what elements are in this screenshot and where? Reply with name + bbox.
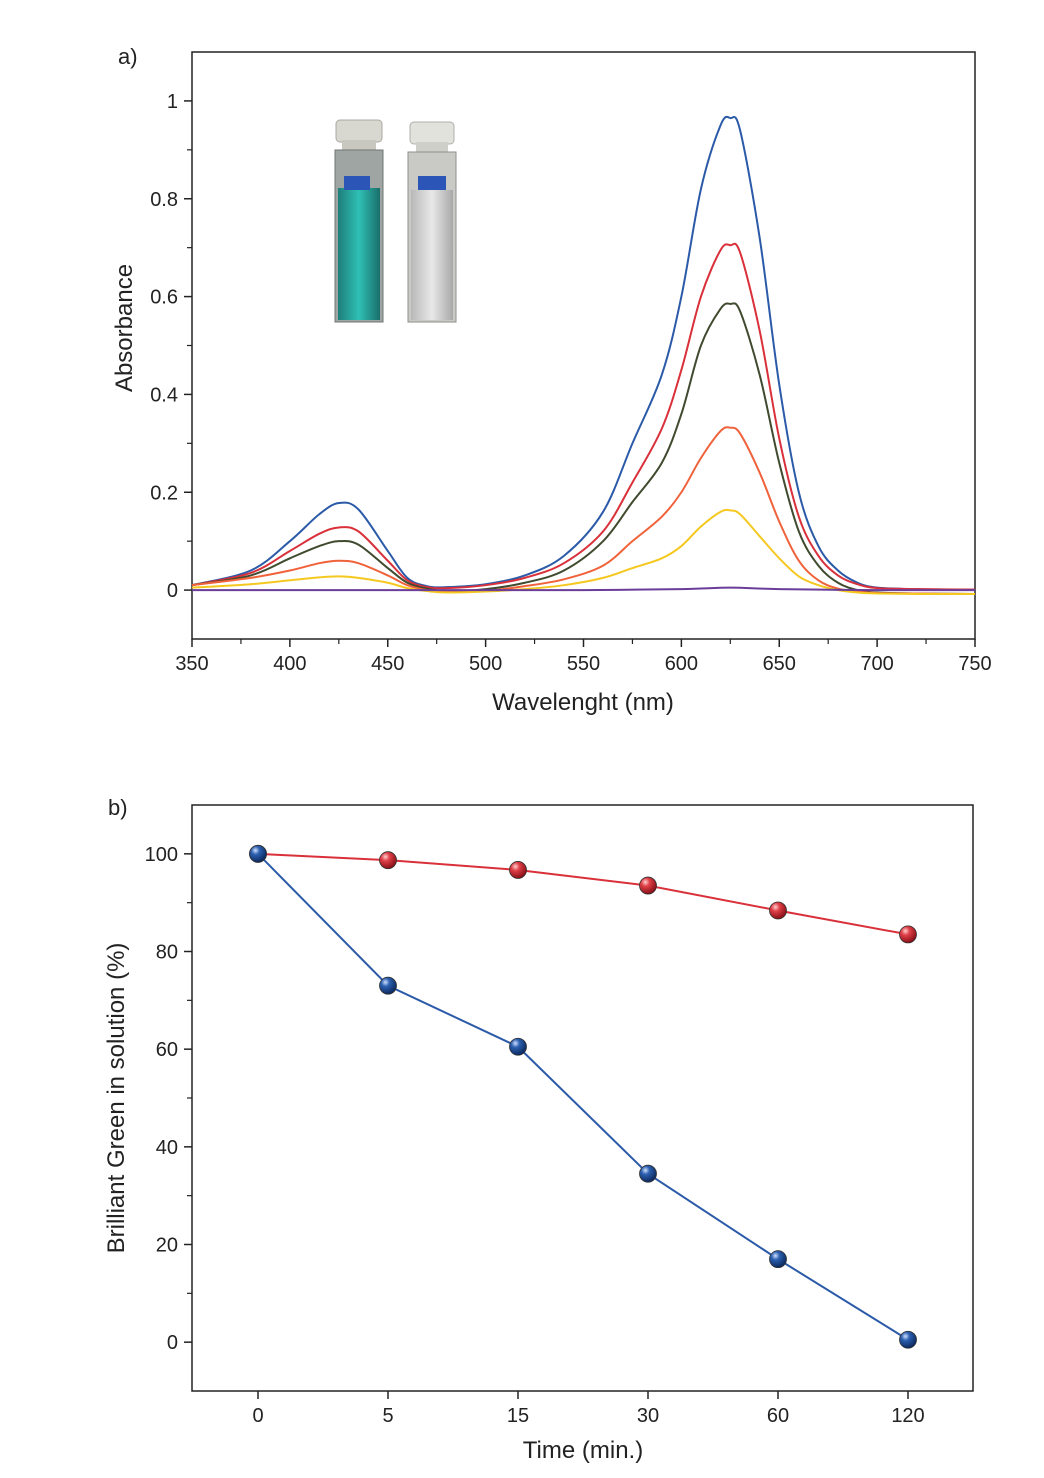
y-tick-label-b: 20 — [156, 1235, 178, 1257]
y-tick-label-a: 0.8 — [150, 189, 178, 211]
series-1-point — [769, 901, 787, 920]
series-line-1 — [257, 852, 909, 936]
y-tick-label-b: 60 — [156, 1039, 178, 1061]
panel-a-label: a) — [118, 44, 138, 69]
cuvette-photo — [334, 119, 457, 323]
x-tick-label-a: 600 — [665, 653, 698, 675]
series-2-point — [509, 1037, 527, 1056]
x-tick-label-b: 30 — [637, 1405, 659, 1427]
removal-series — [249, 844, 917, 1349]
spectrum-line-4 — [191, 426, 976, 595]
x-axis-title-a: Wavelenght (nm) — [492, 689, 674, 716]
series-1-point — [509, 861, 527, 879]
series-1-point — [899, 925, 917, 944]
spectrum-line-5 — [191, 508, 976, 596]
y-tick-label-a: 0.2 — [150, 482, 178, 504]
x-tick-label-a: 550 — [567, 653, 600, 675]
x-axis-title-b: Time (min.) — [523, 1437, 643, 1464]
y-tick-label-a: 0 — [167, 580, 178, 602]
spectrum-line-1 — [191, 115, 976, 591]
y-axis-title-b: Brilliant Green in solution (%) — [103, 943, 130, 1254]
x-tick-label-a: 350 — [175, 653, 208, 675]
y-tick-label-b: 100 — [145, 844, 178, 866]
spectrum-line-3 — [191, 302, 976, 595]
removal-panel: b) 0 5 15 30 60 120 0 20 40 60 80 100 Time (min.) B… — [103, 795, 974, 1464]
series-2-point — [379, 976, 397, 995]
spectrum-line-2 — [191, 242, 976, 591]
y-tick-label-a: 0.4 — [150, 384, 178, 406]
x-tick-label-b: 120 — [891, 1405, 924, 1427]
series-2-point — [899, 1330, 917, 1349]
y-tick-label-a: 1 — [167, 91, 178, 113]
x-tick-label-a: 750 — [958, 653, 991, 675]
spectrum-line-6 — [191, 586, 976, 592]
y-tick-label-a: 0.6 — [150, 287, 178, 309]
y-tick-label-b: 0 — [167, 1332, 178, 1354]
y-tick-label-b: 40 — [156, 1137, 178, 1159]
series-2-point — [639, 1164, 657, 1183]
series-2-point — [769, 1250, 787, 1269]
y-axis-title-a: Absorbance — [111, 264, 138, 392]
x-tick-label-b: 0 — [252, 1405, 263, 1427]
spectrum-curves — [191, 115, 976, 596]
axis-ticks-b: 0 5 15 30 60 120 0 20 40 60 80 100 — [145, 844, 925, 1427]
x-tick-label-a: 450 — [371, 653, 404, 675]
plot-frame-b — [191, 804, 974, 1392]
x-tick-label-a: 400 — [273, 653, 306, 675]
series-1-point — [639, 876, 657, 895]
series-1-point — [379, 851, 397, 870]
x-tick-label-b: 15 — [507, 1405, 529, 1427]
axis-ticks-a: 350 400 450 500 550 600 650 700 750 0 0.2 0.4 0.6 0.8… — [150, 91, 992, 675]
x-tick-label-a: 700 — [860, 653, 893, 675]
x-tick-label-b: 60 — [767, 1405, 789, 1427]
series-line-2 — [257, 853, 909, 1341]
x-tick-label-a: 650 — [763, 653, 796, 675]
cuvette-colored — [334, 119, 384, 323]
series-2-point — [249, 844, 267, 863]
panel-b-label: b) — [108, 795, 128, 820]
cuvette-clear — [407, 121, 457, 323]
absorbance-panel: a) 350 400 450 500 550 600 650 700 750 0 0.2 0.4 0.6… — [111, 44, 992, 716]
x-tick-label-a: 500 — [469, 653, 502, 675]
y-tick-label-b: 80 — [156, 942, 178, 964]
x-tick-label-b: 5 — [382, 1405, 393, 1427]
